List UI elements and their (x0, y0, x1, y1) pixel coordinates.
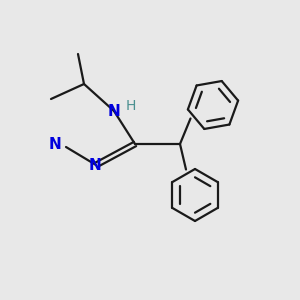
Text: N: N (108, 103, 120, 118)
Text: N: N (49, 137, 61, 152)
Text: H: H (125, 99, 136, 112)
Text: N: N (88, 158, 101, 172)
